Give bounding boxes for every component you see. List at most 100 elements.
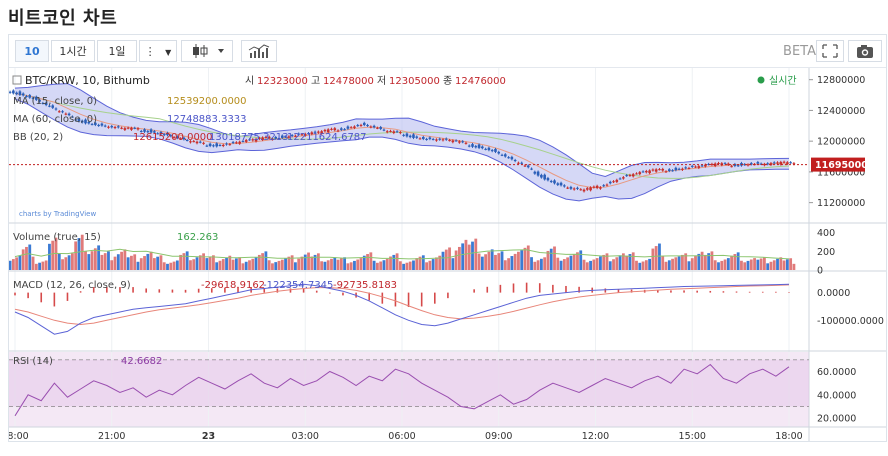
volume-bar bbox=[376, 262, 379, 270]
candle-body bbox=[359, 124, 363, 126]
candle-body bbox=[707, 163, 710, 165]
candle-body bbox=[208, 143, 212, 146]
volume-bar bbox=[316, 253, 320, 270]
volume-bar bbox=[421, 255, 425, 270]
volume-bar bbox=[339, 258, 343, 270]
ma60-line bbox=[14, 93, 790, 179]
candle-body bbox=[520, 162, 524, 164]
candle-body bbox=[333, 128, 337, 131]
volume-bar bbox=[448, 247, 451, 270]
candle-body bbox=[120, 127, 123, 129]
candle-body bbox=[641, 171, 645, 173]
volume-bar bbox=[175, 260, 179, 270]
snapshot-button[interactable] bbox=[848, 40, 882, 62]
candle-body bbox=[631, 174, 635, 177]
candle-body bbox=[51, 105, 55, 108]
volume-bar bbox=[628, 254, 632, 270]
candle-body bbox=[408, 135, 412, 138]
volume-bar bbox=[638, 262, 642, 270]
candle-body bbox=[586, 188, 589, 190]
volume-bar bbox=[290, 255, 294, 270]
candle-body bbox=[536, 171, 540, 176]
volume-bar bbox=[425, 262, 428, 270]
volume-bar bbox=[723, 259, 727, 270]
low-label: 저 bbox=[377, 75, 386, 87]
chart-style-button[interactable] bbox=[181, 40, 233, 62]
volume-bar bbox=[431, 259, 435, 270]
volume-bar bbox=[133, 254, 137, 270]
volume-bar bbox=[11, 259, 15, 270]
candle-body bbox=[661, 168, 665, 171]
indicators-button[interactable] bbox=[241, 40, 277, 62]
volume-bar bbox=[18, 255, 22, 270]
candle-body bbox=[677, 168, 681, 170]
volume-bar bbox=[61, 259, 64, 270]
candle-body bbox=[690, 165, 694, 167]
candle-body bbox=[648, 170, 651, 174]
volume-bar bbox=[566, 257, 570, 270]
candle-body bbox=[592, 186, 596, 188]
macd-signal-value: -92735.8183 bbox=[333, 280, 397, 291]
chart-canvas[interactable]: 12800000 12400000 12000000 11600000 11200000… bbox=[9, 68, 886, 441]
volume-bar bbox=[182, 253, 186, 270]
candle-body bbox=[389, 130, 392, 132]
volume-bar bbox=[595, 258, 599, 270]
candle-body bbox=[477, 144, 481, 148]
indicators-icon bbox=[248, 44, 270, 58]
interval-10-button[interactable]: 10 bbox=[15, 40, 49, 62]
volume-bar bbox=[720, 260, 724, 270]
candle-body bbox=[517, 162, 520, 164]
volume-bar bbox=[779, 257, 783, 270]
volume-bar bbox=[392, 254, 396, 270]
candle-body bbox=[704, 164, 707, 167]
volume-bar bbox=[539, 258, 543, 270]
volume-bar bbox=[658, 243, 661, 270]
ma15-line bbox=[14, 93, 790, 189]
volume-bar bbox=[785, 259, 789, 270]
interval-1d-button[interactable]: 1일 bbox=[97, 40, 137, 62]
realtime-label: 실시간 bbox=[769, 75, 797, 87]
volume-bar bbox=[257, 254, 261, 270]
candle-body bbox=[130, 127, 133, 130]
fullscreen-button[interactable] bbox=[816, 40, 844, 62]
candle-body bbox=[353, 126, 356, 128]
candle-body bbox=[349, 127, 353, 129]
volume-bar bbox=[139, 258, 143, 270]
interval-1h-button[interactable]: 1시간 bbox=[51, 40, 95, 62]
candle-body bbox=[769, 163, 773, 165]
interval-more-button[interactable]: ⋮ ▼ bbox=[139, 40, 177, 62]
macd-axis-tick: 0.0000 bbox=[817, 288, 850, 299]
volume-bar bbox=[221, 259, 225, 270]
collapse-icon[interactable] bbox=[12, 75, 22, 85]
candle-body bbox=[727, 163, 730, 165]
rsi-band-fill bbox=[9, 359, 809, 407]
candle-body bbox=[166, 132, 169, 136]
candle-body bbox=[241, 141, 245, 143]
candle-body bbox=[195, 141, 199, 144]
candle-body bbox=[179, 138, 182, 140]
candle-body bbox=[461, 141, 464, 143]
volume-bar bbox=[730, 255, 734, 270]
macd-line bbox=[14, 283, 790, 335]
chevron-down-icon: ▼ bbox=[165, 48, 172, 57]
volume-bar bbox=[444, 249, 448, 270]
volume-bar bbox=[435, 257, 438, 270]
volume-bar bbox=[271, 263, 274, 270]
volume-bar bbox=[366, 254, 369, 270]
volume-bar bbox=[372, 260, 376, 270]
candle-body bbox=[31, 97, 35, 99]
volume-bar bbox=[579, 250, 583, 270]
candle-body bbox=[372, 125, 376, 128]
candle-body bbox=[274, 137, 278, 139]
candle-body bbox=[533, 171, 537, 174]
open-value: 12323000 bbox=[257, 76, 308, 87]
candle-body bbox=[277, 138, 281, 140]
candle-body bbox=[9, 91, 12, 93]
volume-bar bbox=[297, 258, 301, 270]
volume-bar bbox=[717, 262, 720, 270]
volume-bar bbox=[248, 260, 251, 270]
volume-bar bbox=[74, 241, 78, 270]
candle-body bbox=[526, 165, 530, 168]
volume-bar bbox=[523, 247, 527, 270]
candle-body bbox=[402, 134, 405, 136]
